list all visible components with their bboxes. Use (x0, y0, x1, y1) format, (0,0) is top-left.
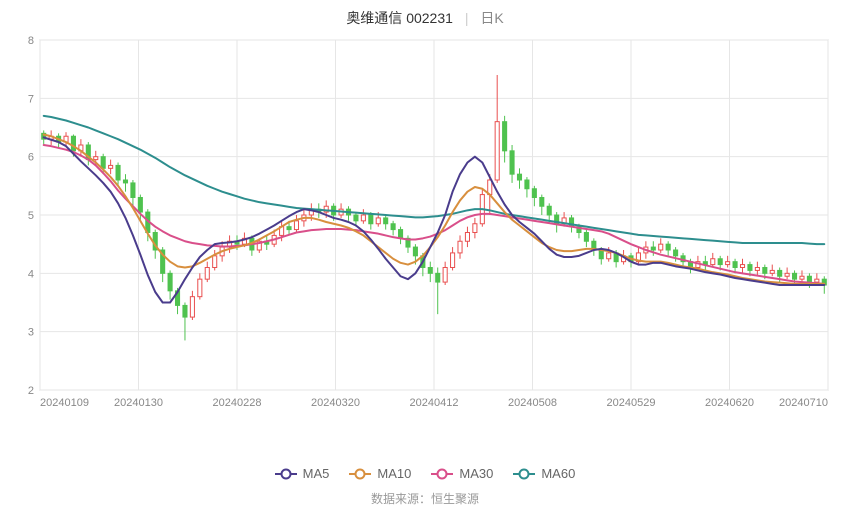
title-divider: | (465, 10, 469, 26)
stock-name: 奥维通信 002231 (346, 10, 453, 26)
kline-chart[interactable]: 2 3 4 5 6 7 8 20240109 20240130 20240228 20240320 2… (24, 32, 836, 422)
svg-text:20240710: 20240710 (779, 397, 828, 409)
svg-text:20240130: 20240130 (114, 397, 163, 409)
svg-text:20240109: 20240109 (40, 397, 89, 409)
legend-label: MA5 (303, 466, 330, 481)
svg-text:20240412: 20240412 (410, 397, 459, 409)
svg-text:5: 5 (28, 210, 34, 222)
legend-swatch (431, 473, 453, 475)
legend-swatch (275, 473, 297, 475)
svg-text:20240529: 20240529 (607, 397, 656, 409)
chart-period: 日K (480, 10, 503, 26)
svg-text:20240620: 20240620 (705, 397, 754, 409)
svg-text:20240508: 20240508 (508, 397, 557, 409)
legend-item-ma10[interactable]: MA10 (349, 466, 411, 481)
chart-title: 奥维通信 002231 | 日K (0, 0, 850, 28)
svg-text:6: 6 (28, 152, 34, 164)
legend-label: MA10 (377, 466, 411, 481)
legend-item-ma30[interactable]: MA30 (431, 466, 493, 481)
legend-swatch (513, 473, 535, 475)
svg-text:20240228: 20240228 (213, 397, 262, 409)
svg-text:20240320: 20240320 (311, 397, 360, 409)
svg-text:8: 8 (28, 35, 34, 47)
legend-label: MA60 (541, 466, 575, 481)
svg-text:4: 4 (28, 268, 34, 280)
chart-svg: 2 3 4 5 6 7 8 20240109 20240130 20240228 20240320 2… (24, 32, 836, 422)
legend-swatch (349, 473, 371, 475)
svg-text:7: 7 (28, 93, 34, 105)
data-source: 数据来源：恒生聚源 (0, 490, 850, 507)
legend: MA5 MA10 MA30 MA60 (0, 463, 850, 482)
legend-label: MA30 (459, 466, 493, 481)
svg-text:3: 3 (28, 327, 34, 339)
legend-item-ma5[interactable]: MA5 (275, 466, 330, 481)
legend-item-ma60[interactable]: MA60 (513, 466, 575, 481)
svg-text:2: 2 (28, 385, 34, 397)
